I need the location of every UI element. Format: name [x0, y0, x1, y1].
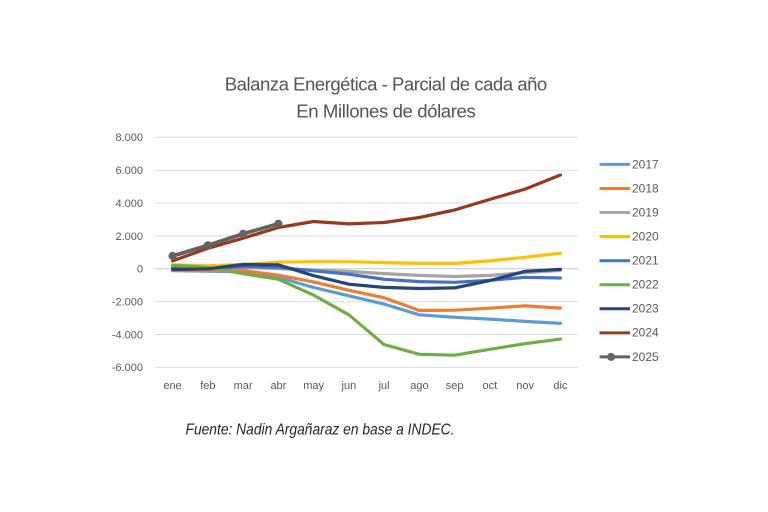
svg-text:2.000: 2.000: [115, 231, 143, 243]
svg-text:abr: abr: [270, 380, 286, 392]
svg-text:2023: 2023: [632, 302, 659, 316]
svg-text:6.000: 6.000: [115, 165, 143, 177]
svg-text:8.000: 8.000: [115, 132, 143, 144]
svg-text:2018: 2018: [632, 182, 659, 196]
svg-text:2024: 2024: [632, 326, 659, 340]
svg-text:-6.000: -6.000: [112, 362, 143, 374]
svg-text:ago: ago: [410, 380, 428, 392]
svg-text:jun: jun: [341, 380, 357, 392]
svg-text:feb: feb: [200, 380, 215, 392]
svg-text:2021: 2021: [632, 254, 659, 268]
svg-text:oct: oct: [483, 380, 498, 392]
svg-text:may: may: [303, 380, 324, 392]
svg-text:ene: ene: [163, 380, 181, 392]
svg-text:2020: 2020: [632, 230, 659, 244]
svg-text:2022: 2022: [632, 278, 659, 292]
svg-text:2019: 2019: [632, 206, 659, 220]
svg-text:2017: 2017: [632, 158, 659, 172]
svg-text:mar: mar: [234, 380, 253, 392]
svg-text:2025: 2025: [632, 350, 659, 364]
svg-text:4.000: 4.000: [115, 198, 143, 210]
svg-text:dic: dic: [553, 380, 568, 392]
svg-text:En Millones de dólares: En Millones de dólares: [296, 101, 476, 122]
svg-text:nov: nov: [516, 380, 534, 392]
svg-text:-2.000: -2.000: [112, 297, 143, 309]
svg-text:Fuente: Nadin Argañaraz en bas: Fuente: Nadin Argañaraz en base a INDEC.: [186, 422, 455, 439]
svg-text:Balanza Energética - Parcial d: Balanza Energética - Parcial de cada año: [225, 74, 548, 95]
svg-text:jul: jul: [378, 380, 390, 392]
svg-text:-4.000: -4.000: [112, 330, 143, 342]
svg-text:0: 0: [137, 264, 143, 276]
svg-text:sep: sep: [446, 380, 464, 392]
